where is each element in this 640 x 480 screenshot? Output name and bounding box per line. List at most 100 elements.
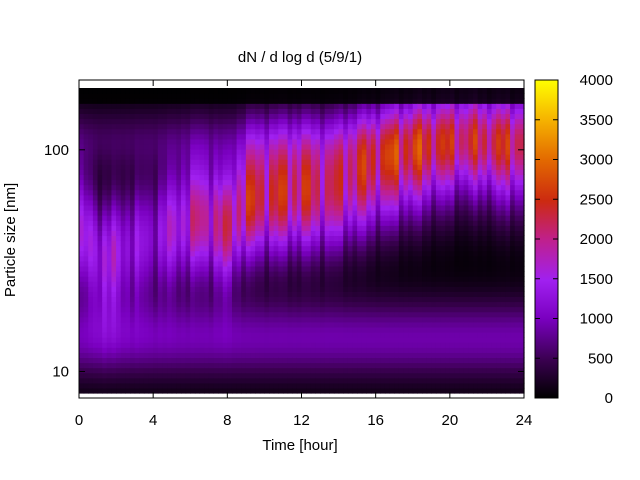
heatmap-cell bbox=[134, 138, 140, 145]
heatmap-cell bbox=[403, 128, 409, 135]
heatmap-cell bbox=[129, 154, 136, 160]
heatmap-cell bbox=[431, 199, 437, 206]
heatmap-cell bbox=[324, 164, 330, 170]
heatmap-cell bbox=[278, 98, 284, 104]
heatmap-cell bbox=[347, 138, 354, 145]
heatmap-cell bbox=[199, 93, 205, 99]
heatmap-cell bbox=[222, 88, 228, 94]
heatmap-cell bbox=[357, 149, 363, 155]
heatmap-cell bbox=[375, 169, 381, 176]
heatmap-cell bbox=[106, 128, 113, 135]
heatmap-cell bbox=[171, 245, 177, 252]
heatmap-cell bbox=[255, 337, 261, 343]
heatmap-cell bbox=[236, 271, 242, 277]
heatmap-cell bbox=[417, 281, 423, 287]
heatmap-cell bbox=[310, 220, 317, 226]
heatmap-cell bbox=[176, 179, 182, 186]
heatmap-cell bbox=[194, 230, 201, 237]
heatmap-cell bbox=[394, 108, 400, 115]
heatmap-cell bbox=[422, 179, 428, 186]
heatmap-cell bbox=[236, 240, 242, 247]
heatmap-cell bbox=[129, 306, 136, 313]
heatmap-cell bbox=[208, 118, 215, 125]
heatmap-cell bbox=[269, 311, 275, 318]
heatmap-cell bbox=[153, 215, 159, 221]
heatmap-cell bbox=[389, 133, 395, 140]
heatmap-cell bbox=[222, 357, 228, 364]
heatmap-cell bbox=[143, 133, 150, 140]
heatmap-cell bbox=[204, 169, 210, 176]
heatmap-cell bbox=[329, 301, 335, 308]
heatmap-cell bbox=[194, 347, 201, 353]
heatmap-cell bbox=[134, 133, 140, 140]
heatmap-cell bbox=[375, 260, 381, 267]
heatmap-cell bbox=[435, 154, 442, 160]
heatmap-cell bbox=[333, 286, 340, 292]
heatmap-cell bbox=[176, 352, 182, 359]
heatmap-cell bbox=[343, 306, 349, 313]
heatmap-cell bbox=[148, 103, 154, 109]
heatmap-cell bbox=[412, 332, 418, 338]
heatmap-cell bbox=[394, 367, 400, 374]
heatmap-cell bbox=[264, 98, 270, 104]
heatmap-cell bbox=[315, 372, 321, 379]
heatmap-cell bbox=[343, 352, 349, 359]
heatmap-cell bbox=[422, 93, 428, 99]
heatmap-cell bbox=[394, 189, 400, 196]
heatmap-cell bbox=[417, 255, 423, 262]
heatmap-cell bbox=[366, 311, 372, 318]
heatmap-cell bbox=[278, 250, 284, 257]
heatmap-cell bbox=[241, 362, 247, 369]
heatmap-cell bbox=[227, 387, 233, 394]
heatmap-cell bbox=[208, 367, 215, 374]
heatmap-cell bbox=[380, 316, 386, 323]
heatmap-cell bbox=[454, 103, 460, 109]
heatmap-cell bbox=[389, 88, 395, 94]
heatmap-cell bbox=[296, 377, 303, 384]
heatmap-cell bbox=[125, 103, 131, 109]
heatmap-cell bbox=[371, 98, 377, 104]
heatmap-cell bbox=[435, 342, 442, 348]
heatmap-cell bbox=[384, 169, 391, 176]
heatmap-cell bbox=[199, 133, 205, 140]
heatmap-cell bbox=[116, 154, 122, 160]
heatmap-cell bbox=[403, 149, 409, 155]
heatmap-cell bbox=[116, 149, 122, 155]
heatmap-cell bbox=[106, 159, 113, 165]
heatmap-cell bbox=[431, 240, 437, 247]
heatmap-cell bbox=[278, 230, 284, 237]
heatmap-cell bbox=[310, 321, 317, 328]
heatmap-cell bbox=[306, 159, 312, 165]
heatmap-cell bbox=[241, 342, 247, 348]
heatmap-cell bbox=[352, 342, 358, 348]
heatmap-cell bbox=[111, 265, 117, 272]
heatmap-cell bbox=[162, 352, 168, 359]
heatmap-cell bbox=[296, 347, 303, 353]
heatmap-cell bbox=[273, 311, 279, 318]
heatmap-cell bbox=[79, 235, 85, 242]
heatmap-cell bbox=[102, 255, 108, 262]
heatmap-cell bbox=[116, 103, 122, 109]
heatmap-cell bbox=[255, 321, 261, 328]
heatmap-cell bbox=[148, 382, 154, 389]
heatmap-cell bbox=[389, 347, 395, 353]
heatmap-cell bbox=[422, 204, 428, 211]
heatmap-cell bbox=[125, 143, 131, 150]
heatmap-cell bbox=[296, 138, 303, 145]
heatmap-cell bbox=[454, 189, 460, 196]
heatmap-cell bbox=[296, 281, 303, 287]
heatmap-cell bbox=[218, 291, 224, 298]
heatmap-cell bbox=[273, 154, 279, 160]
heatmap-cell bbox=[222, 240, 228, 247]
heatmap-cell bbox=[153, 230, 159, 237]
heatmap-cell bbox=[426, 220, 432, 226]
heatmap-cell bbox=[116, 296, 122, 303]
heatmap-cell bbox=[102, 98, 108, 104]
heatmap-cell bbox=[449, 230, 456, 237]
heatmap-cell bbox=[129, 382, 136, 389]
heatmap-cell bbox=[134, 240, 140, 247]
heatmap-cell bbox=[204, 143, 210, 150]
heatmap-cell bbox=[310, 159, 317, 165]
heatmap-cell bbox=[143, 342, 150, 348]
heatmap-cell bbox=[343, 123, 349, 130]
